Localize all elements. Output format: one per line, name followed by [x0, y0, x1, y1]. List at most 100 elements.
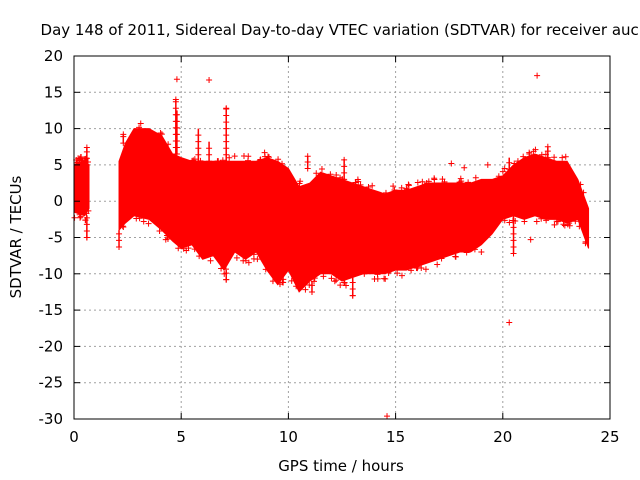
x-tick-label: 5 — [176, 428, 186, 446]
data-point — [173, 151, 180, 158]
outlier-point — [478, 249, 485, 256]
data-point — [361, 270, 368, 277]
data-point — [206, 151, 213, 158]
outlier-point — [120, 131, 127, 138]
outlier-point — [172, 96, 179, 103]
data-point — [173, 137, 180, 144]
data-point — [308, 282, 315, 289]
data-point — [391, 186, 398, 193]
data-point — [279, 160, 286, 167]
data-point — [231, 153, 238, 160]
data-point — [120, 224, 127, 231]
data-point — [374, 275, 381, 282]
data-point — [136, 124, 143, 131]
data-point — [431, 175, 438, 182]
data-point — [580, 189, 587, 196]
data-point — [207, 257, 214, 264]
data-point — [173, 118, 180, 125]
data-point — [156, 227, 163, 234]
y-tick-label: 15 — [44, 83, 63, 101]
data-point — [262, 153, 269, 160]
data-point — [266, 154, 273, 161]
outlier-point — [173, 76, 180, 83]
data-point — [341, 156, 348, 163]
data-point — [116, 230, 123, 237]
data-point — [196, 253, 203, 260]
data-point — [145, 220, 152, 227]
data-point — [533, 218, 540, 225]
data-point — [526, 151, 533, 158]
data-point — [318, 165, 325, 172]
data-point — [382, 189, 389, 196]
outlier-point — [384, 413, 391, 420]
data-point — [275, 156, 282, 163]
chart-title: Day 148 of 2011, Sidereal Day-to-day VTE… — [41, 21, 640, 39]
outlier-point — [510, 250, 517, 257]
data-point — [456, 179, 463, 186]
y-tick-label: -25 — [39, 374, 64, 392]
y-tick-label: 0 — [53, 192, 63, 210]
x-tick-label: 15 — [386, 428, 405, 446]
data-point — [510, 224, 517, 231]
data-point — [566, 222, 573, 229]
data-point — [158, 131, 165, 138]
data-point — [85, 207, 92, 214]
axis-ticks: 0 5 10 15 20 25 -30 -25 -20 -15 -10 -5 0 5 10 15 20 — [39, 47, 620, 446]
data-point — [341, 169, 348, 176]
data-point — [499, 168, 506, 175]
data-point — [250, 255, 257, 262]
data-point — [543, 217, 550, 224]
data-point — [195, 158, 202, 165]
data-points — [71, 72, 590, 420]
data-point — [369, 182, 376, 189]
data-point — [506, 219, 513, 226]
data-point — [398, 184, 405, 191]
data-point — [510, 230, 517, 237]
y-tick-label: -10 — [39, 265, 64, 283]
data-point — [506, 159, 513, 166]
data-point — [313, 170, 320, 177]
data-point — [173, 144, 180, 151]
data-point — [331, 278, 338, 285]
data-point — [214, 158, 221, 165]
data-point — [403, 185, 410, 192]
data-point — [562, 153, 569, 160]
data-point — [223, 132, 230, 139]
data-point — [423, 179, 430, 186]
data-point — [244, 157, 251, 164]
y-tick-label: -5 — [48, 229, 63, 247]
data-point — [405, 182, 412, 189]
data-point — [206, 145, 213, 152]
outlier-point — [349, 292, 356, 299]
data-point — [223, 270, 230, 277]
data-point — [257, 156, 264, 163]
data-point — [245, 259, 252, 266]
data-point — [83, 214, 90, 221]
data-point — [349, 279, 356, 286]
data-point — [71, 214, 78, 221]
data-point — [572, 218, 579, 225]
data-point — [501, 217, 508, 224]
y-tick-label: -30 — [39, 410, 64, 428]
y-tick-label: 10 — [44, 120, 63, 138]
x-tick-label: 10 — [279, 428, 298, 446]
data-point — [577, 181, 584, 188]
data-point — [414, 263, 421, 270]
data-point — [538, 215, 545, 222]
data-point — [226, 154, 233, 161]
data-point — [120, 140, 127, 147]
data-point — [77, 214, 84, 221]
data-point — [137, 120, 144, 127]
outlier-point — [116, 243, 123, 250]
data-point — [495, 173, 502, 180]
y-axis-label: SDTVAR / TECUs — [7, 175, 25, 298]
outlier-point — [223, 276, 230, 283]
data-point — [195, 138, 202, 145]
outlier-point — [484, 161, 491, 168]
data-point — [75, 155, 82, 162]
data-point — [84, 159, 91, 166]
data-point — [510, 217, 517, 224]
data-point — [530, 148, 537, 155]
data-point — [394, 270, 401, 277]
